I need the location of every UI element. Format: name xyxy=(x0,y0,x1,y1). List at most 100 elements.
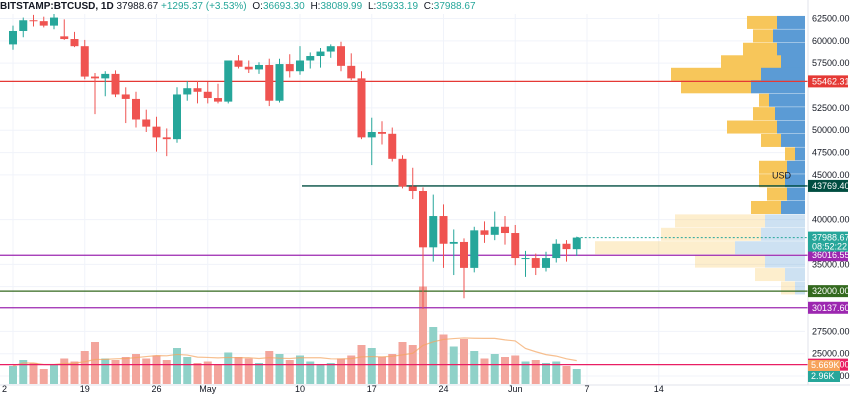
candle-body[interactable] xyxy=(306,56,315,61)
candle-body[interactable] xyxy=(357,78,366,138)
candle-body[interactable] xyxy=(367,132,376,138)
candle-body[interactable] xyxy=(285,64,294,72)
candle-body[interactable] xyxy=(152,126,161,138)
candle-body[interactable] xyxy=(429,216,438,248)
y-tick-label[interactable]: 62500.00 xyxy=(812,13,850,23)
level-tag-label: 32000.00 xyxy=(812,286,850,296)
volume-bar xyxy=(470,351,479,384)
candle-body[interactable] xyxy=(214,98,222,102)
volume-bar xyxy=(521,361,530,384)
candle-body[interactable] xyxy=(562,243,571,250)
x-tick-label[interactable]: 2 xyxy=(2,384,7,394)
candle-body[interactable] xyxy=(111,73,120,95)
candle-body[interactable] xyxy=(439,216,448,244)
x-tick-label[interactable]: 10 xyxy=(295,384,305,394)
candle-body[interactable] xyxy=(419,191,427,248)
candle-body[interactable] xyxy=(91,76,99,79)
x-tick-label[interactable]: May xyxy=(199,384,217,394)
volume-profile-down xyxy=(767,187,787,201)
candle-body[interactable] xyxy=(101,73,110,79)
y-tick-label[interactable]: 40000.00 xyxy=(812,215,850,225)
candle-body[interactable] xyxy=(337,46,345,66)
y-tick-label[interactable]: 52500.00 xyxy=(812,103,850,113)
candle-body[interactable] xyxy=(50,17,58,26)
candle-body[interactable] xyxy=(326,46,335,52)
candle-body[interactable] xyxy=(9,30,17,45)
candle-body[interactable] xyxy=(552,243,561,259)
y-tick-label[interactable]: 60000.00 xyxy=(812,36,850,46)
level-tag-label: 43769.40 xyxy=(812,181,850,191)
horizontal-levels[interactable] xyxy=(0,80,808,366)
candle-body[interactable] xyxy=(121,94,130,99)
candle-body[interactable] xyxy=(19,20,28,31)
candle-body[interactable] xyxy=(29,20,38,22)
candle-body[interactable] xyxy=(142,119,151,127)
candle-body[interactable] xyxy=(531,258,540,268)
candle-body[interactable] xyxy=(183,88,192,95)
candle-body[interactable] xyxy=(60,36,69,40)
candle-body[interactable] xyxy=(275,64,284,101)
candle-body[interactable] xyxy=(193,88,202,92)
candle-body[interactable] xyxy=(39,21,48,26)
y-tick-label[interactable]: 45000.00 xyxy=(812,170,850,180)
candle-body[interactable] xyxy=(244,66,253,70)
symbol-label[interactable]: BITSTAMP:BTCUSD, 1D xyxy=(0,1,114,12)
candle-body[interactable] xyxy=(572,237,581,250)
candle-body[interactable] xyxy=(398,158,407,187)
candle-body[interactable] xyxy=(265,64,274,101)
candle-body[interactable] xyxy=(511,233,520,259)
candle-body[interactable] xyxy=(296,60,304,72)
x-tick-label[interactable]: 26 xyxy=(151,384,161,394)
candle-body[interactable] xyxy=(347,65,356,79)
x-tick-label[interactable]: 7 xyxy=(584,384,589,394)
candle-body[interactable] xyxy=(470,230,479,268)
x-tick-label[interactable]: 17 xyxy=(367,384,377,394)
y-tick-label[interactable]: 47500.00 xyxy=(812,148,850,158)
candle-body[interactable] xyxy=(316,51,325,57)
x-tick-label[interactable]: 14 xyxy=(654,384,664,394)
y-tick-label[interactable]: 57500.00 xyxy=(812,58,850,68)
candle-body[interactable] xyxy=(378,132,386,134)
candles[interactable] xyxy=(9,14,581,310)
price-axis[interactable]: 62500.00 60000.00 57500.00 52500.00 50000.00… xyxy=(807,0,850,385)
volume-bar xyxy=(347,355,356,384)
volume-bar xyxy=(367,348,376,384)
x-tick-label[interactable]: 24 xyxy=(438,384,448,394)
time-axis[interactable]: 2 19 26 May 10 17 24 Jun 7 14 xyxy=(0,384,850,394)
candle-body[interactable] xyxy=(480,230,489,235)
candle-body[interactable] xyxy=(70,39,79,47)
volume-profile-up xyxy=(781,200,805,214)
candle-body[interactable] xyxy=(490,226,499,235)
volume-bar xyxy=(419,286,427,384)
y-tick-label[interactable]: 50000.00 xyxy=(812,125,850,135)
candle-body[interactable] xyxy=(501,226,509,234)
y-tick-label[interactable]: 35000.00 xyxy=(812,259,850,269)
y-tick-label[interactable]: 25000.00 xyxy=(812,349,850,359)
candle-body[interactable] xyxy=(449,241,458,244)
candle-body[interactable] xyxy=(224,60,233,102)
candle-body[interactable] xyxy=(542,258,550,268)
candle-body[interactable] xyxy=(80,46,89,77)
candle-body[interactable] xyxy=(132,98,140,120)
candle-body[interactable] xyxy=(408,186,417,192)
volume-profile-up xyxy=(777,42,805,56)
candle-body[interactable] xyxy=(203,91,212,99)
volume-bar xyxy=(19,360,28,384)
candle-body[interactable] xyxy=(521,258,530,260)
last-price-tag-box xyxy=(808,231,848,252)
volume-tag-label: 2.96K xyxy=(811,371,835,381)
close-value: 37988.67 xyxy=(433,1,476,12)
x-tick-label[interactable]: 19 xyxy=(80,384,90,394)
volume-profile-down xyxy=(695,254,765,268)
x-tick-label[interactable]: Jun xyxy=(508,384,523,394)
candle-body[interactable] xyxy=(255,64,263,70)
candle-body[interactable] xyxy=(234,60,243,67)
y-tick-label[interactable]: 27500.00 xyxy=(812,326,850,336)
candle-body[interactable] xyxy=(460,241,468,268)
candle-body[interactable] xyxy=(388,133,397,159)
volume-bar xyxy=(562,366,571,384)
candle-body[interactable] xyxy=(173,94,181,140)
volume-bar xyxy=(439,334,448,384)
candle-body[interactable] xyxy=(162,137,171,140)
